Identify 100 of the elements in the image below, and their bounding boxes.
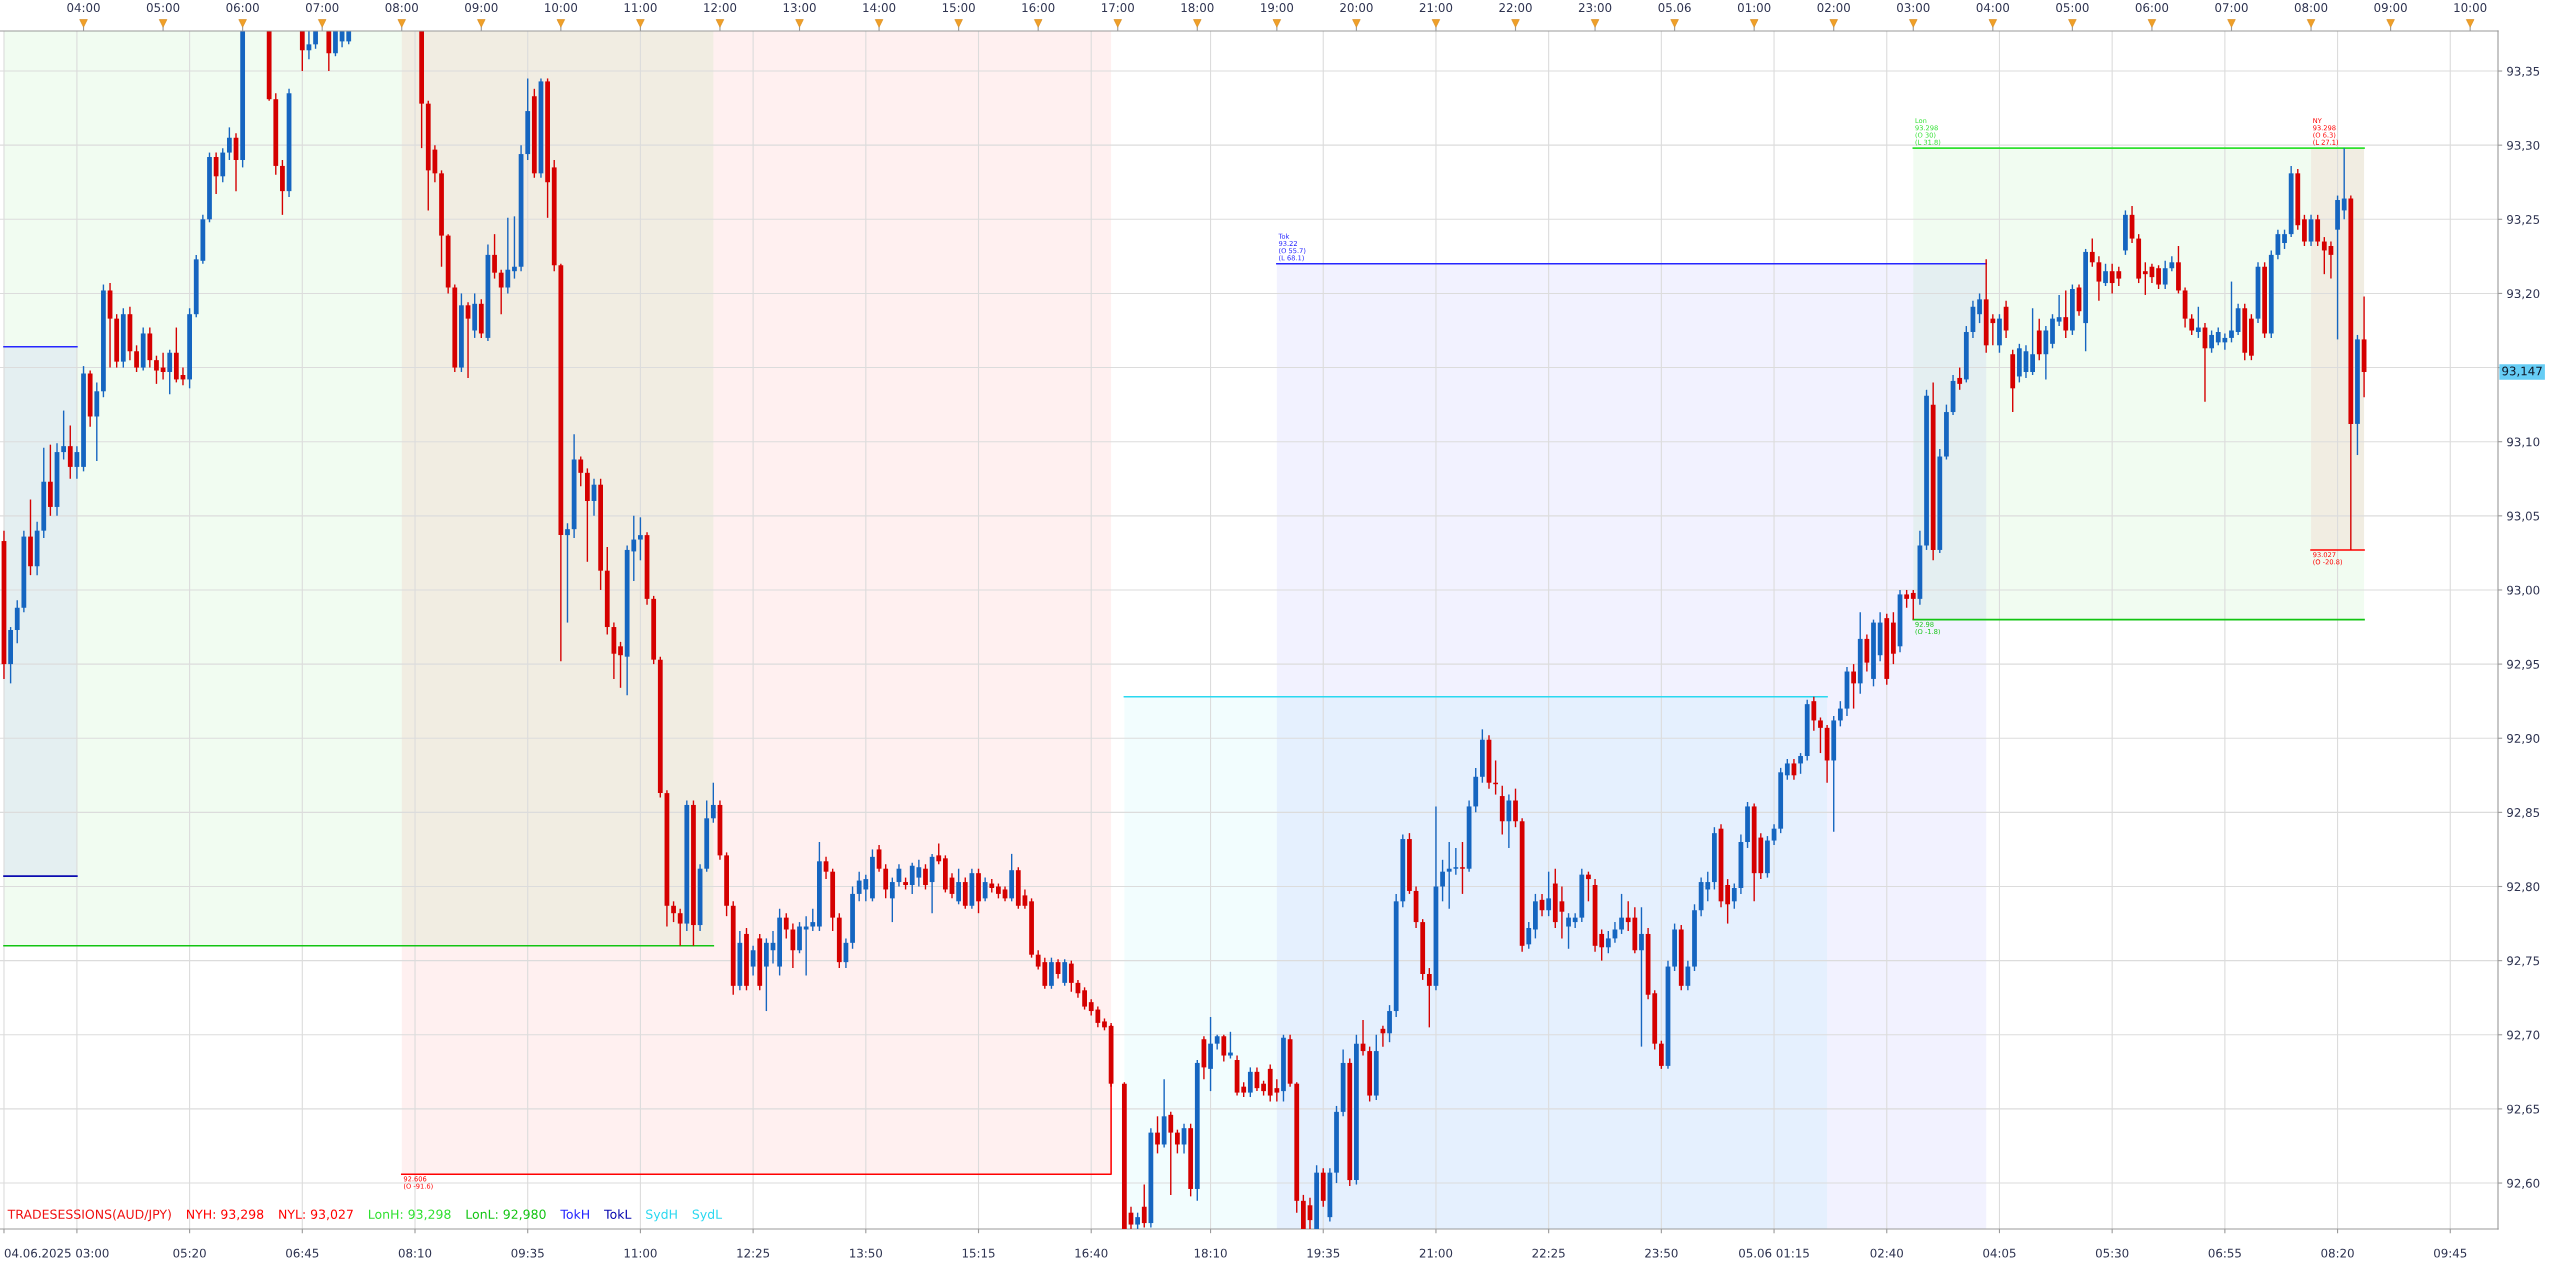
y-tick-label: 92,95 — [2507, 659, 2540, 670]
candlestick — [2229, 280, 2234, 344]
candlestick — [797, 921, 802, 954]
candlestick — [889, 876, 895, 923]
candlestick — [1446, 841, 1452, 910]
candlestick — [498, 269, 504, 315]
x-tick-label: 05.06 01:15 — [1739, 1248, 1809, 1258]
candlestick — [1851, 663, 1856, 710]
candlestick — [134, 344, 139, 373]
candlestick — [565, 522, 570, 624]
candlestick — [2321, 236, 2327, 275]
candlestick — [2235, 303, 2241, 336]
x2-tick-label: 18:00 — [1181, 3, 1214, 13]
y-tick-label: 92,80 — [2507, 882, 2540, 893]
candlestick — [710, 782, 716, 824]
candlestick — [1977, 292, 1982, 324]
x-tick-label: 06:55 — [2208, 1248, 2241, 1258]
y-tick-label: 93,00 — [2507, 585, 2540, 596]
candlestick — [2056, 294, 2062, 327]
candlestick — [883, 863, 889, 900]
candlestick — [1460, 841, 1465, 895]
candlestick — [2209, 329, 2214, 354]
candlestick — [1658, 1040, 1664, 1070]
y-tick-label: 92,60 — [2507, 1178, 2540, 1189]
candlestick — [1526, 921, 1532, 950]
x2-tick-label: 14:00 — [863, 3, 896, 13]
x-tick-label: 09:35 — [511, 1248, 544, 1258]
candlestick — [2189, 313, 2195, 336]
x2-tick-label: 10:00 — [545, 3, 578, 13]
candlestick — [1082, 986, 1087, 1011]
y-tick-label: 92,70 — [2507, 1030, 2540, 1041]
text: LonH: 93,298 — [368, 1209, 451, 1221]
candlestick — [1175, 1128, 1180, 1155]
candlestick — [763, 937, 769, 1012]
candlestick — [2195, 306, 2201, 339]
candlestick — [1141, 1183, 1147, 1229]
y-tick-label: 93,10 — [2507, 437, 2540, 448]
candlestick — [1049, 956, 1054, 990]
candlestick — [512, 215, 517, 280]
x2-tick-label: 01:00 — [1737, 3, 1771, 13]
candlestick — [2315, 214, 2321, 247]
candlestick — [1506, 793, 1512, 849]
candlestick — [2156, 264, 2161, 290]
candlestick — [2162, 260, 2168, 290]
candlestick — [1453, 847, 1459, 876]
candlestick — [1168, 1111, 1174, 1196]
candlestick — [962, 876, 968, 910]
x2-tick-label: 16:00 — [1022, 3, 1055, 13]
x2-tick-label: 15:00 — [942, 3, 975, 13]
x-tick-label: 19:35 — [1307, 1248, 1340, 1258]
text: TokH — [560, 1209, 589, 1219]
text: TRADESESSIONS(AUD/JPY) — [7, 1209, 171, 1222]
candlestick — [578, 455, 584, 487]
y-tick-label: 93,25 — [2507, 215, 2540, 226]
text: NYL: 93,027 — [279, 1209, 353, 1221]
x2-tick-label: 09:00 — [465, 3, 498, 13]
candlestick — [2030, 307, 2035, 376]
candlestick — [326, 31, 332, 72]
candlestick — [1811, 696, 1817, 732]
y-tick-label: 93,05 — [2507, 511, 2540, 522]
candlestick — [213, 151, 219, 195]
candlestick — [1725, 878, 1731, 925]
candlestick — [2282, 228, 2287, 250]
x-tick-label: 15:15 — [962, 1248, 995, 1258]
candlestick — [226, 126, 232, 161]
x2-tick-label: 10:00 — [2454, 3, 2487, 13]
x2-tick-label: 02:00 — [1817, 3, 1850, 13]
x-tick-label: 09:45 — [2434, 1248, 2467, 1258]
candlestick — [2089, 237, 2095, 268]
candlestick — [1426, 967, 1432, 1029]
x-tick-label: 22:25 — [1532, 1248, 1565, 1258]
x2-tick-label: 05.06 — [1658, 3, 1691, 13]
x2-tick-label: 06:00 — [226, 3, 259, 13]
x2-tick-label: 13:00 — [783, 3, 816, 13]
candlestick — [2063, 289, 2069, 339]
x-tick-label: 13:50 — [850, 1248, 883, 1258]
x2-tick-label: 20:00 — [1340, 3, 1373, 13]
candlestick — [638, 516, 643, 562]
candlestick — [1221, 1034, 1227, 1063]
x-tick-label: 05:30 — [2095, 1248, 2129, 1258]
candlestick — [2036, 317, 2042, 361]
candlestick — [1605, 930, 1611, 954]
y-tick-label: 92,75 — [2507, 956, 2540, 967]
candlestick — [167, 349, 173, 395]
candlestick — [1546, 870, 1552, 917]
x2-tick-label: 08:00 — [385, 3, 418, 13]
candlestick — [1957, 366, 1963, 391]
candlestick — [1387, 1004, 1392, 1043]
legend-label: NYH: 93,298 — [187, 1209, 264, 1221]
candlestick — [61, 409, 67, 461]
x-tick-label: 04:05 — [1983, 1248, 2016, 1258]
y-tick-label: 93,35 — [2507, 66, 2540, 77]
candlestick — [923, 863, 928, 891]
text: LonL: 92,980 — [466, 1209, 546, 1221]
y-tick-label: 92,65 — [2507, 1104, 2540, 1115]
x-tick-label: 05:20 — [173, 1248, 206, 1258]
x2-tick-label: 08:00 — [2294, 3, 2328, 13]
text: TokL — [604, 1209, 632, 1219]
x2-tick-label: 04:00 — [67, 3, 100, 13]
candlestick — [154, 355, 159, 385]
